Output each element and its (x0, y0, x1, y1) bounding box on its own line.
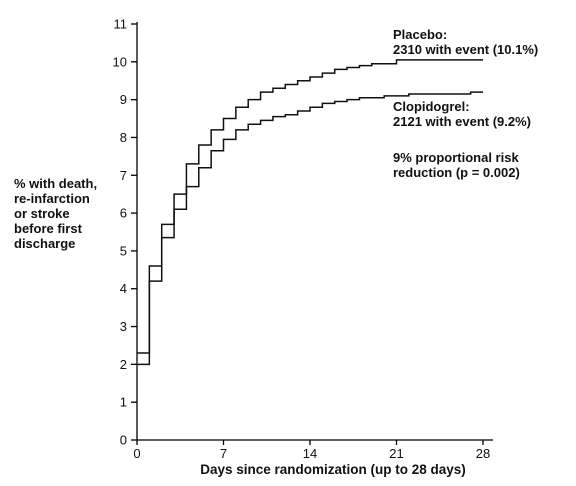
series-group (137, 59, 483, 366)
risk-reduction-annotation: 9% proportional risk reduction (p = 0.00… (393, 150, 520, 180)
y-tick-label: 8 (120, 130, 127, 145)
y-axis-label-line: or stroke (14, 206, 70, 221)
placebo-annotation: Placebo: 2310 with event (10.1%) (393, 27, 538, 57)
axes: 0 1 2 3 4 5 6 7 8 9 10 11 0 7 14 21 28 (113, 17, 493, 461)
y-tick-label: 0 (120, 433, 127, 448)
y-tick-label: 6 (120, 206, 127, 221)
y-tick-label: 4 (120, 281, 127, 296)
clopidogrel-annotation-title: Clopidogrel: (393, 99, 470, 114)
y-tick-label: 3 (120, 319, 127, 334)
y-tick-label: 5 (120, 243, 127, 258)
x-tick-label: 14 (303, 446, 317, 461)
x-tick-label: 21 (389, 446, 403, 461)
y-axis-label: % with death, re-infarction or stroke be… (14, 176, 124, 251)
risk-reduction-line: 9% proportional risk (393, 150, 519, 165)
y-tick-label: 9 (120, 92, 127, 107)
y-tick-label: 2 (120, 357, 127, 372)
p-value-line: reduction (p = 0.002) (393, 165, 520, 180)
x-tick-label: 28 (476, 446, 490, 461)
x-tick-label: 0 (133, 446, 140, 461)
y-tick-label: 7 (120, 168, 127, 183)
x-axis-label: Days since randomization (up to 28 days) (200, 462, 466, 477)
y-tick-label: 1 (120, 395, 127, 410)
series-clopidogrel-line (137, 91, 483, 366)
y-axis-label-line: re-infarction (14, 191, 90, 206)
placebo-annotation-title: Placebo: (393, 27, 448, 42)
x-tick-label: 7 (220, 446, 227, 461)
y-tick-label: 10 (113, 54, 127, 69)
series-placebo-line (137, 59, 483, 354)
y-axis-label-line: before first (14, 221, 82, 236)
y-axis-label-line: discharge (14, 236, 76, 251)
placebo-annotation-count: 2310 with event (10.1%) (393, 42, 539, 57)
clopidogrel-annotation-count: 2121 with event (9.2%) (393, 114, 531, 129)
y-tick-label: 11 (114, 17, 128, 32)
clopidogrel-annotation: Clopidogrel: 2121 with event (9.2%) (393, 99, 531, 129)
y-axis-label-line: % with death, (14, 176, 98, 191)
